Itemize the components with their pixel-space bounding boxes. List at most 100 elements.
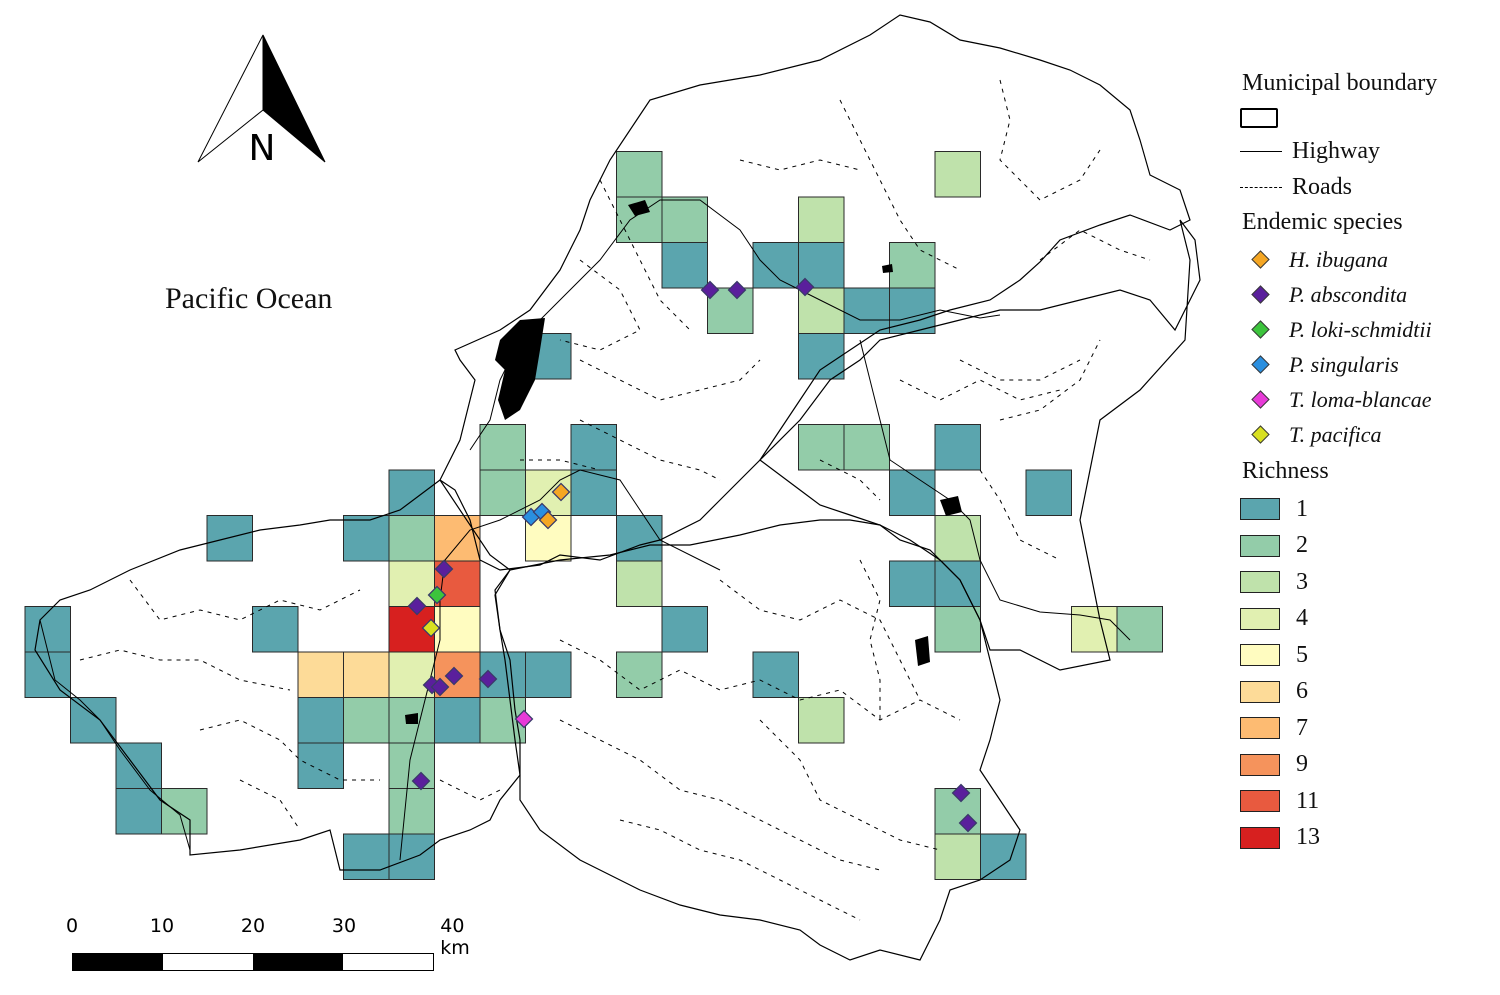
richness-cell [661,606,708,653]
richness-cell [798,287,845,334]
species-marker [951,783,971,803]
scale-label: 40 km [440,915,470,959]
richness-cell [525,651,572,698]
scale-segment [343,954,433,970]
species-legend-item: P. loki-schmidtii [1240,312,1490,347]
richness-legend-item: 1 [1240,491,1490,528]
richness-cell [388,651,435,698]
species-label: P. abscondita [1289,281,1408,307]
species-label: P. singularis [1289,351,1399,377]
richness-cell [707,287,754,334]
species-legend-item: H. ibugana [1240,242,1490,277]
ocean-label: Pacific Ocean [165,282,333,315]
species-label: T. pacifica [1289,421,1382,447]
richness-cell [798,333,845,380]
scale-segment [253,954,343,970]
north-arrow-icon: N [197,34,326,169]
richness-swatch [1240,498,1280,521]
highway-central [399,469,721,861]
boundary-swatch [1240,108,1278,128]
richness-label: 4 [1296,605,1308,632]
species-marker [514,709,534,729]
richness-label: 11 [1296,787,1320,814]
species-marker [407,596,427,616]
richness-legend-item: 5 [1240,637,1490,674]
legend-boundary-title: Municipal boundary [1242,70,1438,96]
richness-swatch [1240,571,1280,594]
richness-cell [1071,606,1118,653]
richness-cell [343,515,390,562]
species-occurrences [407,277,978,833]
richness-cell [980,833,1027,880]
boundary-west [34,479,521,871]
richness-cell [479,424,526,471]
species-legend-item: T. loma-blancae [1240,382,1490,417]
richness-cell [297,742,344,789]
richness-label: 3 [1296,568,1308,595]
richness-cell [388,788,435,835]
richness-cell [889,287,936,334]
richness-cell [388,560,435,607]
richness-label: 5 [1296,641,1308,668]
richness-cell [434,606,481,653]
species-swatch [1251,285,1270,304]
richness-swatch [1240,717,1280,740]
richness-cell [434,515,481,562]
species-marker [795,277,815,297]
richness-grid [24,151,1163,880]
richness-cell [24,651,71,698]
richness-swatch [1240,680,1280,703]
richness-cell [934,560,981,607]
richness-cell [661,196,708,243]
boundary-northeast [759,219,1201,671]
richness-cell [479,469,526,516]
richness-legend-item: 4 [1240,601,1490,638]
richness-cell [616,651,663,698]
species-label: H. ibugana [1289,246,1388,272]
species-swatch [1251,320,1270,339]
richness-cell [343,651,390,698]
species-swatch [1251,250,1270,269]
scale-label: 30 [331,915,357,937]
richness-cell [1025,469,1072,516]
species-marker [444,666,464,686]
richness-cell [661,242,708,289]
richness-cell [889,469,936,516]
boundary-east [494,519,1021,961]
scale-segment [163,954,253,970]
richness-cell [252,606,299,653]
richness-cell [843,424,890,471]
species-marker [421,618,441,638]
richness-cell [843,287,890,334]
richness-cell [297,697,344,744]
municipal-boundaries [34,14,1201,961]
richness-cell [752,242,799,289]
richness-cell [388,515,435,562]
richness-cell [570,424,617,471]
species-marker [478,669,498,689]
species-marker [427,585,447,605]
richness-cell [570,469,617,516]
species-label: P. loki-schmidtii [1289,316,1432,342]
species-legend-item: P. singularis [1240,347,1490,382]
scale-label: 20 [240,915,266,937]
richness-label: 2 [1296,532,1308,559]
scale-segments [72,953,434,971]
richness-label: 9 [1296,751,1308,778]
richness-cell [934,606,981,653]
richness-label: 7 [1296,714,1308,741]
richness-cell [752,651,799,698]
richness-legend-item: 7 [1240,710,1490,747]
richness-cell [343,697,390,744]
legend-highway-row: Highway [1240,133,1490,169]
legend-roads-row: Roads [1240,169,1490,205]
richness-cell [889,242,936,289]
richness-cell [115,788,162,835]
richness-cell [934,515,981,562]
roads [79,79,1151,921]
species-swatch [1251,390,1270,409]
richness-legend-item: 3 [1240,564,1490,601]
richness-legend: 1 2 3 4 5 6 7 9 11 13 [1240,491,1490,856]
richness-cell [798,196,845,243]
richness-cell [1116,606,1163,653]
